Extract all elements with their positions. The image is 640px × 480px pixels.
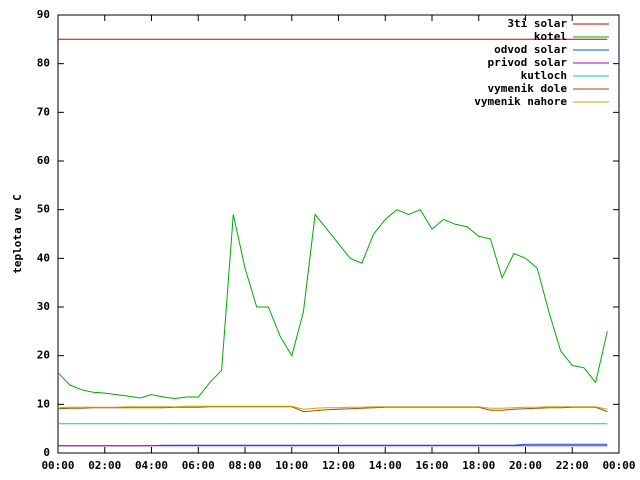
y-tick-label: 0 xyxy=(43,446,50,459)
legend-label: vymenik dole xyxy=(488,82,568,95)
y-tick-label: 70 xyxy=(37,105,50,118)
series-line xyxy=(57,406,608,413)
series-line xyxy=(57,209,608,400)
x-tick-label: 06:00 xyxy=(182,459,215,472)
y-tick-label: 50 xyxy=(37,203,50,216)
y-tick-label: 80 xyxy=(37,57,50,70)
x-tick-label: 16:00 xyxy=(415,459,448,472)
x-tick-label: 00:00 xyxy=(41,459,74,472)
legend-label: privod solar xyxy=(488,56,568,69)
y-tick-label: 40 xyxy=(37,251,50,264)
x-tick-label: 18:00 xyxy=(462,459,495,472)
y-tick-label: 10 xyxy=(37,397,50,410)
legend-label: kotel xyxy=(534,30,567,43)
x-tick-label: 00:00 xyxy=(602,459,635,472)
x-tick-label: 14:00 xyxy=(369,459,402,472)
legend-label: vymenik nahore xyxy=(474,95,567,108)
x-tick-label: 20:00 xyxy=(509,459,542,472)
x-tick-label: 04:00 xyxy=(135,459,168,472)
y-tick-label: 90 xyxy=(37,8,50,21)
y-tick-label: 20 xyxy=(37,349,50,362)
x-tick-label: 08:00 xyxy=(228,459,261,472)
x-tick-label: 10:00 xyxy=(275,459,308,472)
x-tick-label: 22:00 xyxy=(556,459,589,472)
legend-label: 3ti solar xyxy=(507,17,567,30)
y-axis-label: teplota ve C xyxy=(11,194,24,273)
legend-label: kutloch xyxy=(521,69,567,82)
x-tick-label: 12:00 xyxy=(322,459,355,472)
legend-label: odvod solar xyxy=(494,43,567,56)
series-line xyxy=(57,405,608,410)
x-tick-label: 02:00 xyxy=(88,459,121,472)
y-tick-label: 30 xyxy=(37,300,50,313)
y-tick-label: 60 xyxy=(37,154,50,167)
